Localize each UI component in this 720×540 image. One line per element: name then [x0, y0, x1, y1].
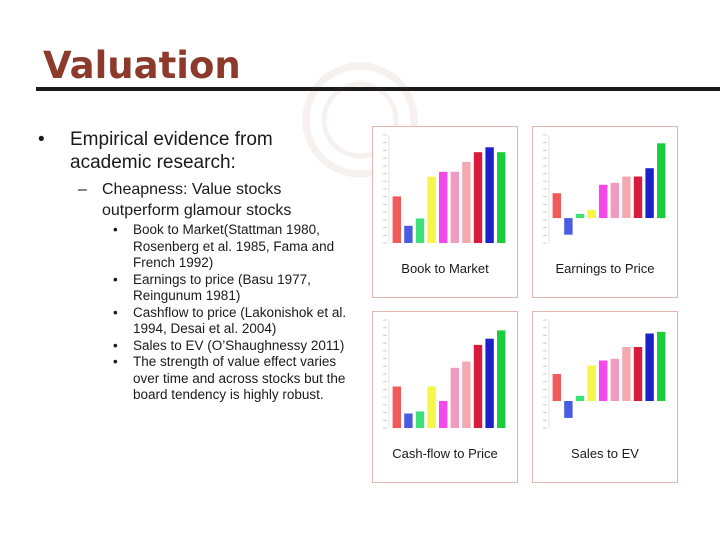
- bar-chart-sales-to-ev: [543, 319, 666, 429]
- bar: [587, 365, 596, 401]
- sub-bullet: • The strength of value effect varies ove…: [113, 354, 353, 404]
- bar: [599, 184, 608, 218]
- bar: [575, 395, 585, 401]
- chart-card-book-to-market: Book to Market: [372, 126, 518, 298]
- bar: [657, 331, 666, 401]
- bar: [552, 193, 561, 219]
- bullet-marker: •: [113, 354, 118, 369]
- bar: [392, 386, 401, 428]
- bar: [622, 347, 631, 401]
- bar: [485, 338, 494, 428]
- sub-bullet: • Book to Market(Stattman 1980, Rosenberg…: [113, 222, 353, 272]
- bar: [564, 218, 573, 235]
- bar: [450, 367, 459, 428]
- bullet-marker: •: [38, 129, 45, 150]
- bullet-marker: •: [113, 337, 118, 353]
- bullet-marker: •: [113, 271, 118, 287]
- chart-card-cashflow-to-price: Cash-flow to Price: [372, 311, 518, 483]
- bullet-evidence-text: Empirical evidence from academic researc…: [70, 129, 273, 173]
- sub-bullet: • Cashflow to price (Lakonishok et al. 19…: [113, 305, 353, 338]
- chart-card-sales-to-ev: Sales to EV: [532, 311, 678, 483]
- bar: [622, 176, 631, 218]
- bar: [415, 218, 425, 243]
- bar: [599, 360, 608, 401]
- bar-chart-cashflow-to-price: [383, 319, 506, 429]
- slide-title: Valuation: [43, 44, 241, 87]
- sub-bullet: • Sales to EV (O’Shaughnessy 2011): [113, 338, 353, 355]
- bar: [564, 401, 573, 418]
- chart-caption: Sales to EV: [571, 446, 639, 461]
- bar: [575, 213, 585, 219]
- sub-bullet-text: Book to Market(Stattman 1980, Rosenberg …: [133, 222, 335, 270]
- chart-card-earnings-to-price: Earnings to Price: [532, 126, 678, 298]
- bar: [610, 182, 619, 219]
- watermark-seal-icon: [302, 62, 418, 178]
- sub-bullet-list: • Book to Market(Stattman 1980, Rosenberg…: [113, 222, 353, 404]
- chart-caption: Cash-flow to Price: [392, 446, 498, 461]
- bar: [610, 358, 619, 401]
- bar-chart-earnings-to-price: [543, 134, 666, 244]
- bar: [439, 171, 448, 243]
- sub-bullet-text: The strength of value effect varies over…: [133, 354, 346, 402]
- bar: [645, 168, 654, 218]
- bar: [485, 147, 494, 243]
- dash-marker: –: [78, 181, 87, 198]
- bar: [633, 176, 643, 218]
- sub-bullet-text: Sales to EV (O’Shaughnessy 2011): [133, 337, 345, 353]
- sub-bullet-text: Earnings to price (Basu 1977, Reingunum …: [133, 271, 311, 304]
- bar: [427, 386, 436, 428]
- bullet-marker: •: [113, 222, 118, 237]
- sub-bullet: • Earnings to price (Basu 1977, Reingunum…: [113, 272, 353, 305]
- bar: [415, 411, 425, 428]
- bar: [633, 347, 643, 401]
- bullet-cheapness-text: Cheapness: Value stocks outperform glamo…: [102, 181, 292, 219]
- bar-chart-book-to-market: [383, 134, 506, 244]
- bar: [497, 152, 506, 243]
- bar: [497, 330, 506, 428]
- bar: [587, 209, 596, 219]
- bar: [439, 401, 448, 428]
- bar: [473, 152, 483, 243]
- bar: [462, 361, 471, 428]
- title-rule: [36, 87, 720, 91]
- bar: [404, 413, 413, 428]
- bar: [404, 225, 413, 243]
- chart-caption: Book to Market: [401, 261, 489, 276]
- bar: [657, 143, 666, 219]
- bar: [450, 171, 459, 243]
- bar: [462, 162, 471, 243]
- sub-bullet-text: Cashflow to price (Lakonishok et al. 199…: [133, 304, 347, 337]
- bar: [392, 196, 401, 243]
- bar: [473, 344, 483, 428]
- bar: [427, 176, 436, 243]
- chart-caption: Earnings to Price: [555, 261, 655, 276]
- bullet-marker: •: [113, 304, 118, 320]
- bar: [645, 333, 654, 401]
- bar: [552, 374, 561, 401]
